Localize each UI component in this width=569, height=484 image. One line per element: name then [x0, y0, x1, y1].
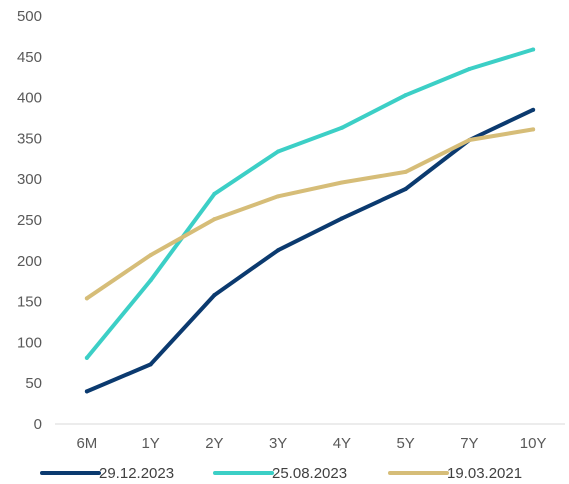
data-point [467, 67, 472, 72]
y-tick-label: 450 [17, 49, 42, 66]
data-point [531, 47, 536, 52]
data-point [339, 216, 344, 221]
data-point [84, 389, 89, 394]
x-tick-label: 10Y [520, 435, 547, 452]
data-point [148, 253, 153, 258]
series-line [84, 107, 536, 394]
y-tick-label: 50 [25, 375, 42, 392]
data-point [403, 93, 408, 98]
data-point [276, 248, 281, 253]
y-tick-label: 250 [17, 212, 42, 229]
legend: 29.12.2023 25.08.2023 19.03.2021 [40, 465, 522, 482]
x-tick-label: 6M [76, 435, 97, 452]
data-point [148, 362, 153, 367]
series-line [84, 47, 536, 360]
x-tick-label: 1Y [141, 435, 159, 452]
data-point [84, 355, 89, 360]
series-line [84, 127, 536, 301]
y-tick-label: 150 [17, 294, 42, 311]
x-tick-label: 3Y [269, 435, 287, 452]
data-point [403, 186, 408, 191]
data-point [467, 138, 472, 143]
data-point [339, 125, 344, 130]
y-axis-tick-labels: 0 50 100 150 200 250 300 350 400 450 500 [17, 8, 42, 433]
y-tick-label: 400 [17, 90, 42, 107]
data-point [84, 296, 89, 301]
data-point [276, 194, 281, 199]
data-point [531, 107, 536, 112]
data-point [212, 217, 217, 222]
y-tick-label: 200 [17, 253, 42, 270]
y-tick-label: 500 [17, 8, 42, 25]
data-point [403, 169, 408, 174]
data-point [148, 278, 153, 283]
x-axis-tick-labels: 6M 1Y 2Y 3Y 4Y 5Y 7Y 10Y [76, 435, 546, 452]
legend-label: 29.12.2023 [99, 465, 174, 482]
data-point [339, 180, 344, 185]
data-point [531, 127, 536, 132]
x-tick-label: 4Y [333, 435, 351, 452]
y-tick-label: 100 [17, 334, 42, 351]
y-tick-label: 0 [34, 416, 42, 433]
y-tick-label: 300 [17, 171, 42, 188]
data-point [212, 293, 217, 298]
series-lines [84, 47, 536, 394]
y-tick-label: 350 [17, 130, 42, 147]
legend-label: 19.03.2021 [447, 465, 522, 482]
x-tick-label: 7Y [460, 435, 478, 452]
legend-label: 25.08.2023 [272, 465, 347, 482]
data-point [212, 191, 217, 196]
x-tick-label: 5Y [396, 435, 414, 452]
data-point [276, 149, 281, 154]
x-tick-label: 2Y [205, 435, 223, 452]
